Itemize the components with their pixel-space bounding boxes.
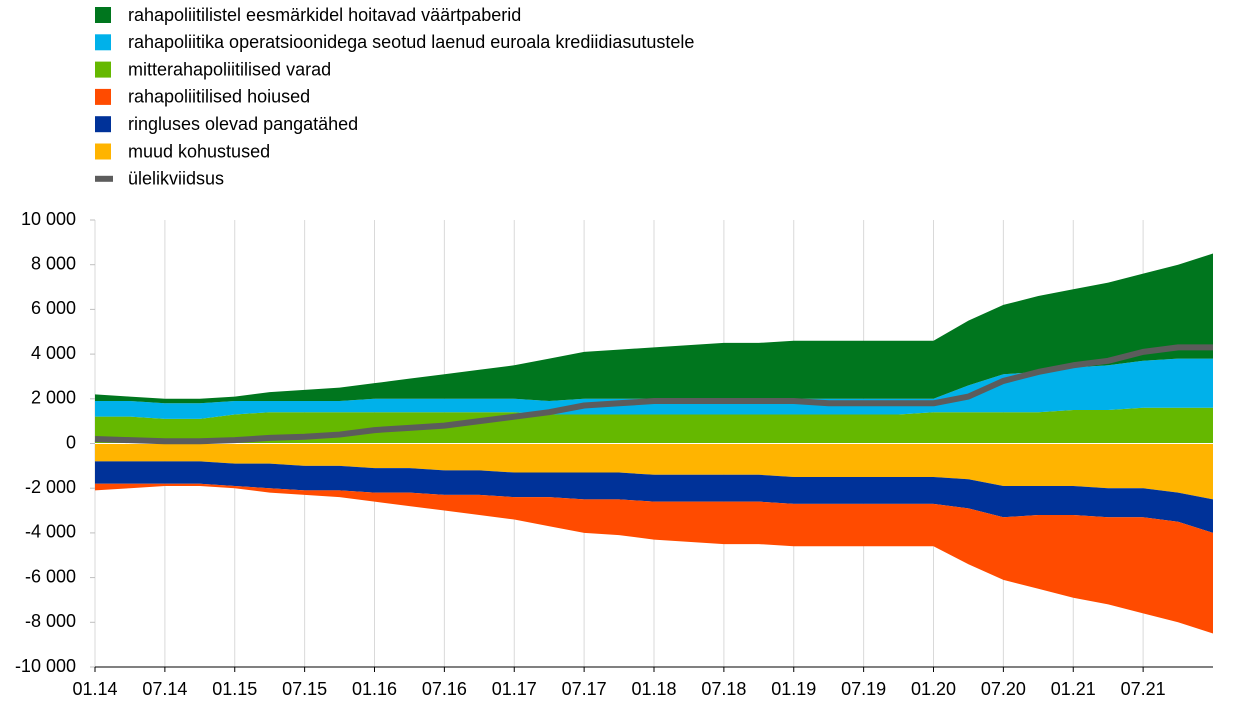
x-tick-label: 07.17: [562, 679, 607, 699]
area: [95, 253, 1213, 404]
x-tick-label: 07.14: [142, 679, 187, 699]
legend-label: rahapoliitilistel eesmärkidel hoitavad v…: [128, 5, 521, 25]
legend-swatch: [95, 88, 111, 105]
legend-swatch: [95, 61, 111, 78]
area: [95, 483, 1213, 634]
area: [95, 407, 1213, 444]
legend-swatch: [95, 7, 111, 23]
legend-swatch: [95, 34, 111, 51]
legend-label: rahapoliitilised hoiused: [128, 87, 310, 107]
legend-swatch: [95, 175, 113, 182]
legend-swatch: [95, 143, 111, 160]
y-tick-label: -6 000: [25, 566, 76, 586]
y-tick-label: -4 000: [25, 522, 76, 542]
area: [95, 461, 1213, 533]
y-tick-label: 4 000: [31, 343, 76, 363]
x-tick-label: 01.14: [72, 679, 117, 699]
legend-label: mitterahapoliitilised varad: [128, 59, 331, 79]
x-tick-label: 01.21: [1051, 679, 1096, 699]
x-tick-label: 07.15: [282, 679, 327, 699]
y-tick-label: 2 000: [31, 388, 76, 408]
x-tick-label: 01.18: [631, 679, 676, 699]
y-tick-label: 6 000: [31, 298, 76, 318]
x-tick-label: 01.16: [352, 679, 397, 699]
y-tick-label: 8 000: [31, 253, 76, 273]
legend-label: muud kohustused: [128, 141, 270, 161]
x-tick-label: 07.16: [422, 679, 467, 699]
legend-label: rahapoliitika operatsioonidega seotud la…: [128, 32, 694, 52]
area: [95, 443, 1213, 500]
x-tick-label: 07.19: [841, 679, 886, 699]
y-tick-label: -8 000: [25, 611, 76, 631]
line: [94, 344, 1213, 445]
y-tick-label: -10 000: [15, 656, 76, 676]
x-tick-label: 01.15: [212, 679, 257, 699]
x-tick-label: 07.21: [1121, 679, 1166, 699]
x-tick-label: 01.19: [771, 679, 816, 699]
y-tick-label: -2 000: [25, 477, 76, 497]
legend-label: ülelikviidsus: [128, 169, 224, 189]
y-tick-label: 0: [66, 432, 76, 452]
y-tick-label: 10 000: [21, 209, 76, 229]
x-tick-label: 01.20: [911, 679, 956, 699]
legend-label: ringluses olevad pangatähed: [128, 114, 358, 134]
x-tick-label: 07.20: [981, 679, 1026, 699]
x-tick-label: 07.18: [701, 679, 746, 699]
x-tick-label: 01.17: [492, 679, 537, 699]
legend-swatch: [95, 116, 111, 133]
